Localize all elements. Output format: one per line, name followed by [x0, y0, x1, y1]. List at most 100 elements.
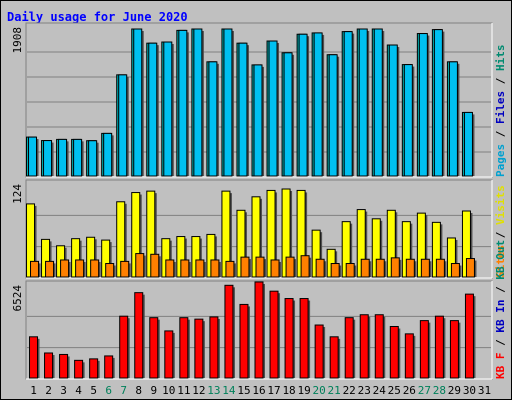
bar-sites: [390, 257, 400, 278]
bar-kbf: [464, 293, 474, 379]
bar-kbf: [434, 315, 444, 379]
bar-sites: [315, 258, 325, 278]
bar-pages: [268, 40, 278, 177]
bar-sites: [90, 259, 100, 278]
bar-kbf: [194, 318, 204, 379]
x-tick-label: 16: [252, 384, 265, 397]
bar-sites: [240, 256, 250, 278]
bar-pages: [73, 138, 83, 177]
bar-pages: [418, 33, 428, 177]
legend-separator: /: [494, 225, 507, 245]
bar-sites: [45, 260, 55, 278]
bar-pages: [133, 28, 143, 177]
x-tick-label: 5: [90, 384, 97, 397]
bar-kbf: [269, 290, 279, 379]
bar-pages: [358, 28, 368, 177]
bar-sites: [30, 260, 40, 278]
bar-pages: [58, 138, 68, 177]
legend-separator: /: [494, 71, 507, 91]
bar-kbf: [74, 359, 84, 379]
x-tick-label: 9: [150, 384, 157, 397]
bar-pages: [373, 28, 383, 177]
bar-sites: [195, 259, 205, 278]
x-tick-label: 24: [373, 384, 387, 397]
legend-entry: KB In: [494, 300, 507, 333]
x-tick-label: 7: [120, 384, 127, 397]
bar-sites: [225, 260, 235, 278]
bar-sites: [150, 253, 160, 278]
bar-sites: [405, 258, 415, 278]
bar-kbf: [404, 333, 414, 379]
bar-sites: [60, 259, 70, 278]
bar-pages: [118, 74, 128, 177]
x-tick-label: 23: [358, 384, 371, 397]
x-tick-label: 31: [478, 384, 491, 397]
bar-sites: [360, 258, 370, 278]
bar-kbf: [209, 316, 219, 379]
panel-bottom: 6524 KB F / KB In / KB Out: [11, 240, 507, 380]
bar-kbf: [344, 317, 354, 379]
x-tick-label: 6: [105, 384, 112, 397]
bar-sites: [180, 259, 190, 278]
panel-middle: 124 Sites / Visits: [11, 179, 507, 279]
bar-sites: [300, 255, 310, 278]
bar-kbf: [239, 303, 249, 379]
bar-sites: [465, 258, 475, 278]
bar-kbf: [44, 352, 54, 379]
x-tick-label: 13: [207, 384, 220, 397]
legend: KB F / KB In / KB Out: [494, 240, 507, 379]
legend-entry: KB Out: [494, 240, 507, 280]
bar-kbf: [149, 317, 159, 379]
bar-kbf: [29, 336, 39, 379]
x-tick-label: 29: [448, 384, 461, 397]
y-max-label: 6524: [11, 285, 24, 312]
legend-entry: Hits: [494, 45, 507, 72]
x-tick-label: 15: [237, 384, 250, 397]
x-tick-label: 8: [135, 384, 142, 397]
legend-entry: KB F: [494, 353, 507, 380]
bar-sites: [210, 259, 220, 278]
bar-pages: [403, 64, 413, 177]
legend-entry: Sites: [494, 245, 507, 278]
bar-kbf: [419, 320, 429, 379]
x-tick-label: 14: [222, 384, 236, 397]
bar-kbf: [299, 298, 309, 379]
bar-kbf: [104, 355, 114, 379]
x-tick-label: 4: [75, 384, 82, 397]
bar-pages: [283, 52, 293, 177]
bar-kbf: [254, 281, 264, 379]
bar-sites: [330, 263, 340, 278]
x-tick-label: 11: [177, 384, 190, 397]
bar-pages: [208, 61, 218, 177]
x-tick-label: 30: [463, 384, 476, 397]
bar-kbf: [314, 324, 324, 379]
bar-kbf: [329, 336, 339, 379]
bar-kbf: [179, 317, 189, 379]
bar-sites: [105, 263, 115, 278]
x-tick-label: 25: [388, 384, 401, 397]
bar-sites: [135, 253, 145, 278]
bar-pages: [343, 31, 353, 177]
bar-pages: [193, 28, 203, 177]
x-tick-label: 19: [297, 384, 310, 397]
bar-pages: [103, 132, 113, 177]
x-tick-label: 1: [30, 384, 37, 397]
bar-kbf: [374, 314, 384, 379]
bar-pages: [238, 42, 248, 177]
bar-kbf: [59, 353, 69, 379]
x-tick-label: 3: [60, 384, 67, 397]
x-tick-label: 12: [192, 384, 205, 397]
bar-pages: [178, 29, 188, 177]
legend-separator: /: [494, 280, 507, 300]
legend-entry: Files: [494, 91, 507, 124]
x-tick-label: 20: [313, 384, 326, 397]
bar-pages: [313, 32, 323, 177]
bar-pages: [253, 64, 263, 177]
bar-pages: [148, 42, 158, 177]
y-max-label: 124: [11, 184, 24, 204]
bar-kbf: [119, 315, 129, 379]
x-tick-label: 18: [282, 384, 295, 397]
x-tick-label: 2: [45, 384, 52, 397]
bar-sites: [285, 256, 295, 278]
